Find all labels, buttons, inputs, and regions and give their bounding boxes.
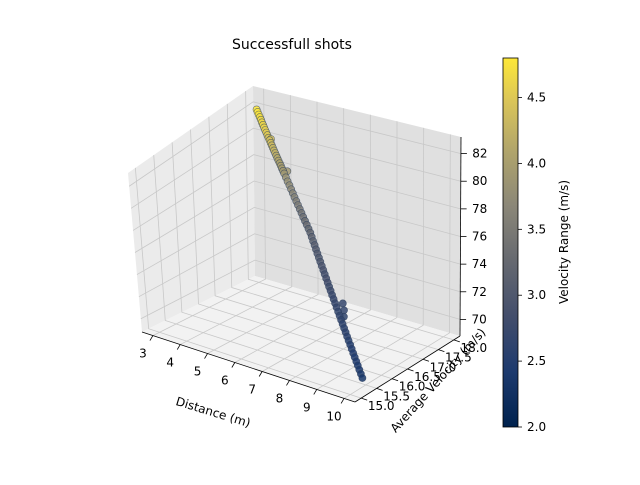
tick-labels: 34567891015.015.516.016.517.017.518.0707… <box>139 147 487 424</box>
y-tick-label: 17.0 <box>430 360 457 374</box>
grid-line-z <box>130 127 461 209</box>
grid-line-y <box>134 167 362 399</box>
x-tick <box>149 335 154 341</box>
y-tick-label: 15.0 <box>368 399 395 413</box>
grid-line-z <box>140 259 461 320</box>
colorbar-label: Velocity Range (m/s) <box>557 180 571 304</box>
x-axis-line <box>141 331 356 403</box>
colorbar-tick-label: 4.0 <box>527 156 546 170</box>
x-tick-label: 10 <box>326 409 341 423</box>
x-tick-label: 9 <box>303 400 311 414</box>
z-tick-label: 80 <box>472 174 487 188</box>
x-tick <box>204 353 208 359</box>
x-tick-label: 5 <box>194 365 202 379</box>
x-tick <box>340 398 345 404</box>
colorbar-gradient <box>502 57 519 428</box>
y-tick-label: 15.5 <box>383 389 410 403</box>
grid-line-x <box>180 95 293 345</box>
y-tick <box>422 358 430 362</box>
grid-line-z <box>136 206 461 275</box>
grid-line-y <box>245 91 454 341</box>
y-tick <box>453 339 460 343</box>
grid-line-x <box>343 134 451 399</box>
z-tick-label: 78 <box>472 202 487 216</box>
y-tick <box>376 388 383 391</box>
grid-line-x <box>261 114 372 372</box>
grid-line-x <box>289 121 398 381</box>
data-point <box>358 374 367 382</box>
pane-floor <box>142 276 460 402</box>
x-tick <box>258 371 263 377</box>
pane-left <box>128 86 255 332</box>
y-tick-label: 16.0 <box>399 380 426 394</box>
z-tick-label: 70 <box>471 312 486 326</box>
x-tick <box>313 389 318 395</box>
x-tick <box>176 344 181 350</box>
grid-line-x <box>316 127 425 390</box>
colorbar-tick-label: 2.5 <box>527 354 546 368</box>
z-tick-label: 74 <box>472 257 487 271</box>
y-tick-label: 18.0 <box>460 341 487 355</box>
x-tick-label: 7 <box>248 382 256 396</box>
colorbar-tick-label: 4.5 <box>527 91 546 105</box>
y-tick-label: 16.5 <box>414 370 441 384</box>
z-tick-label: 76 <box>472 230 487 244</box>
grid-line-y <box>190 129 408 370</box>
x-tick-label: 4 <box>166 356 174 370</box>
colorbar-tick-label: 3.5 <box>527 222 546 236</box>
grid-line-z <box>128 101 462 187</box>
y-tick <box>361 397 368 401</box>
grid-line-y <box>226 103 439 350</box>
y-tick <box>438 349 445 352</box>
y-tick <box>391 378 399 382</box>
grid-lines <box>128 88 462 399</box>
data-point <box>338 299 347 308</box>
pane-back <box>253 86 461 336</box>
colorbar-ticks: 2.0 2.5 3.0 3.5 4.0 4.5 <box>518 91 546 434</box>
x-axis-label: Distance (m) <box>174 394 252 430</box>
colorbar-tick-label: 3.0 <box>527 288 546 302</box>
x-tick-label: 3 <box>139 347 147 361</box>
z-tick-label: 72 <box>472 285 487 299</box>
grid-line-y <box>171 142 393 380</box>
grid-line-y <box>208 116 424 360</box>
x-tick-label: 8 <box>276 391 284 405</box>
colorbar: 2.0 2.5 3.0 3.5 4.0 4.5 Velocity Range (m/s) <box>502 57 571 434</box>
grid-line-x <box>207 101 319 354</box>
grid-line-x <box>152 88 266 336</box>
axis-panes <box>128 86 461 402</box>
y-tick <box>407 368 414 372</box>
x-tick-label: 6 <box>221 374 229 388</box>
grid-line-z <box>132 154 461 231</box>
z-tick-label: 82 <box>472 147 487 161</box>
grid-line-z <box>134 180 461 253</box>
grid-line-z <box>138 233 461 298</box>
y-tick-label: 17.5 <box>445 351 472 365</box>
chart-title: Successfull shots <box>232 37 352 53</box>
data-points <box>252 105 367 382</box>
x-tick <box>286 380 290 386</box>
grid-line-y <box>153 155 377 389</box>
x-tick <box>231 362 236 368</box>
colorbar-tick-label: 2.0 <box>527 420 546 434</box>
